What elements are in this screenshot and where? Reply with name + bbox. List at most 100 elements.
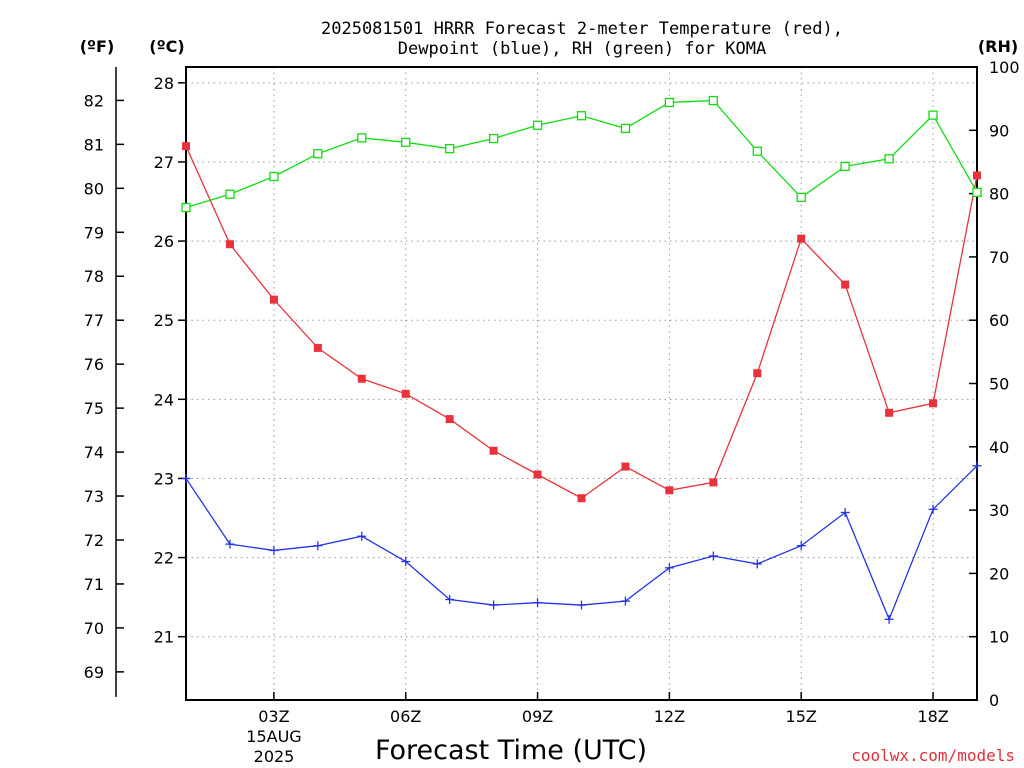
- rh-point: [620, 123, 631, 134]
- dewpoint-point: [181, 473, 191, 483]
- fahrenheit-tick-label: 72: [84, 531, 104, 550]
- rh-point: [884, 154, 894, 164]
- rh-point: [269, 171, 279, 182]
- chart-title-line1: 2025081501 HRRR Forecast 2-meter Tempera…: [321, 19, 843, 39]
- rh-point: [181, 202, 191, 213]
- dewpoint-point: [489, 600, 499, 610]
- dewpoint-point: [664, 563, 674, 573]
- x-tick-label: 09Z: [522, 707, 553, 726]
- dewpoint-point: [269, 545, 279, 555]
- rh-point: [796, 192, 806, 203]
- temperature-point: [225, 240, 234, 249]
- temperature-point: [709, 478, 718, 487]
- celsius-tick-label: 24: [154, 390, 174, 409]
- rh-tick-label: 80: [989, 185, 1009, 204]
- credit-text: coolwx.com/models: [851, 746, 1015, 765]
- dewpoint-point: [796, 541, 806, 551]
- dewpoint-point: [533, 598, 543, 608]
- x-tick-label: 15Z: [786, 707, 817, 726]
- temperature-point: [357, 374, 366, 383]
- celsius-unit-label: (ºC): [149, 37, 184, 56]
- temperature-point: [621, 462, 630, 471]
- rh-point: [225, 189, 235, 199]
- fahrenheit-tick-label: 80: [84, 179, 104, 198]
- rh-tick-label: 100: [989, 58, 1020, 77]
- temperature-point: [841, 280, 850, 289]
- dewpoint-point: [708, 551, 718, 561]
- temperature-point: [489, 446, 498, 455]
- rh-point: [401, 137, 411, 147]
- celsius-tick-label: 23: [154, 469, 174, 488]
- temperature-line: [185, 145, 978, 499]
- x-axis-label: Forecast Time (UTC): [375, 735, 647, 766]
- x-tick-label: 03Z: [258, 707, 289, 726]
- celsius-tick-label: 21: [154, 628, 174, 647]
- temperature-point: [269, 295, 278, 304]
- fahrenheit-tick-label: 78: [84, 267, 104, 286]
- rh-point: [576, 111, 587, 121]
- temperature-point: [797, 234, 806, 243]
- x-tick-label: 06Z: [390, 707, 421, 726]
- temperature-point: [973, 171, 981, 180]
- dewpoint-point: [928, 504, 938, 514]
- celsius-tick-label: 25: [154, 311, 174, 330]
- rh-point: [928, 110, 938, 120]
- x-tick-label: 18Z: [917, 707, 948, 726]
- temperature-point: [577, 494, 586, 503]
- fahrenheit-tick-label: 82: [84, 91, 104, 110]
- dewpoint-point: [357, 531, 367, 541]
- rh-tick-label: 0: [989, 691, 999, 710]
- rh-tick-label: 70: [989, 248, 1009, 267]
- rh-tick-label: 30: [989, 501, 1009, 520]
- rh-point: [445, 144, 455, 154]
- temperature-point: [885, 408, 894, 417]
- temperature-point: [445, 415, 454, 424]
- rh-point: [488, 133, 499, 144]
- fahrenheit-unit-label: (ºF): [80, 37, 115, 56]
- fahrenheit-tick-label: 79: [84, 223, 104, 242]
- fahrenheit-tick-label: 70: [84, 619, 104, 638]
- fahrenheit-tick-label: 74: [84, 443, 104, 462]
- rh-point: [752, 146, 762, 156]
- temperature-point: [533, 470, 542, 479]
- rh-unit-label: (RH): [978, 37, 1018, 56]
- fahrenheit-tick-label: 71: [84, 575, 104, 594]
- rh-tick-label: 90: [989, 121, 1009, 140]
- rh-point: [664, 97, 675, 108]
- temperature-point: [929, 399, 938, 408]
- celsius-tick-label: 27: [154, 153, 174, 172]
- dewpoint-line: [185, 465, 978, 622]
- celsius-tick-label: 26: [154, 232, 174, 251]
- x-tick-label: 12Z: [654, 707, 685, 726]
- dewpoint-point: [401, 557, 411, 567]
- rh-tick-label: 50: [989, 375, 1009, 394]
- dewpoint-point: [884, 614, 894, 624]
- fahrenheit-tick-label: 75: [84, 399, 104, 418]
- fahrenheit-tick-label: 77: [84, 311, 104, 330]
- dewpoint-point: [313, 541, 323, 551]
- rh-tick-label: 60: [989, 311, 1009, 330]
- dewpoint-point: [577, 600, 586, 610]
- chart-title-line2: Dewpoint (blue), RH (green) for KOMA: [398, 39, 766, 59]
- date-label-day: 15AUG: [246, 727, 301, 746]
- rh-point: [840, 161, 850, 172]
- fahrenheit-tick-label: 69: [84, 663, 104, 682]
- rh-tick-label: 40: [989, 438, 1009, 457]
- dewpoint-point: [840, 507, 850, 517]
- dewpoint-point: [752, 559, 762, 569]
- dewpoint-point: [225, 539, 235, 549]
- celsius-tick-label: 22: [154, 549, 174, 568]
- temperature-point: [665, 486, 674, 495]
- temperature-point: [401, 389, 410, 398]
- rh-tick-label: 20: [989, 564, 1009, 583]
- rh-point: [972, 187, 982, 197]
- data-series: [181, 95, 982, 624]
- dewpoint-point: [972, 461, 982, 471]
- dewpoint-point: [620, 596, 630, 606]
- axes: 21 22 23 24 25 26 27 28 69 70 71 72 73 74 75 76 77 78 79 80…: [84, 58, 1020, 726]
- temperature-point: [313, 343, 322, 352]
- rh-point: [532, 120, 543, 130]
- temperature-point: [753, 369, 762, 378]
- rh-tick-label: 10: [989, 628, 1009, 647]
